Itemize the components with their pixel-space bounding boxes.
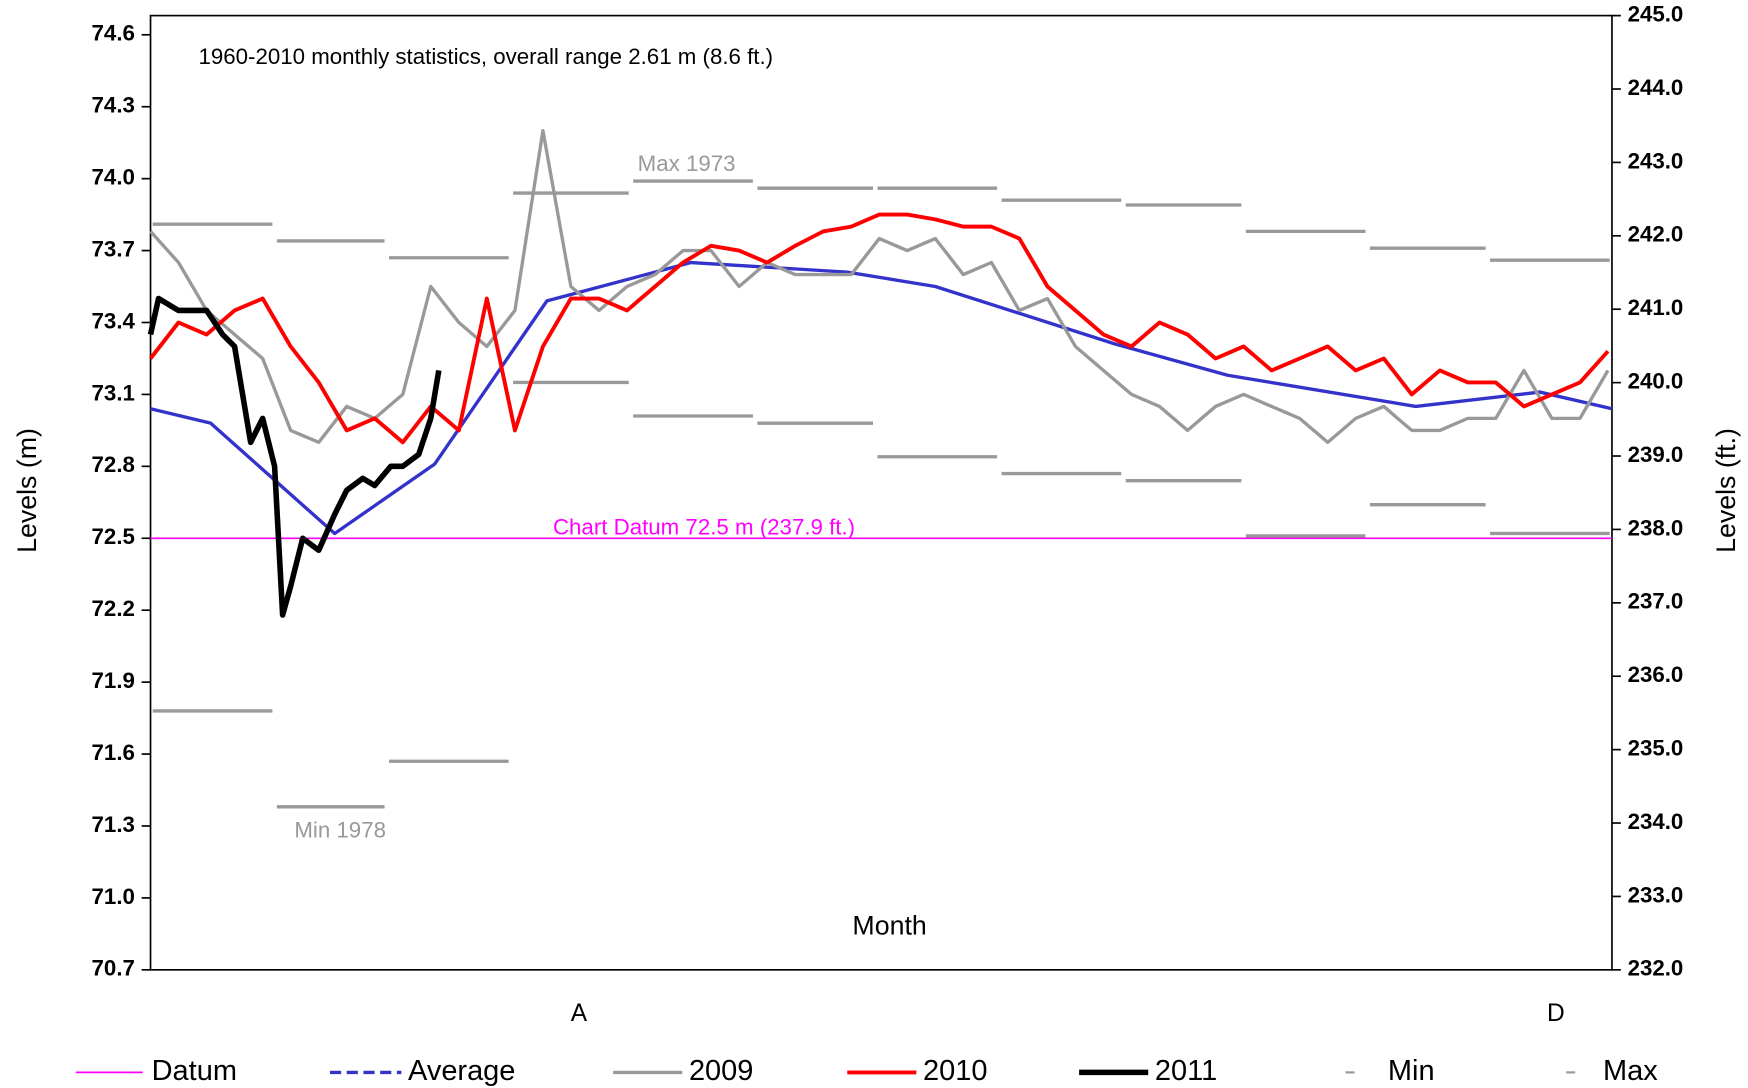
plot-frame [149,14,1613,971]
annotation: Max 1973 [638,151,736,176]
y2-tick-label: 245.0 [1628,1,1684,26]
y-tick-label: 72.5 [92,524,135,549]
legend-label: Min [1388,1055,1435,1087]
x-axis-title: Month [852,911,926,941]
y2-tick-label: 242.0 [1628,222,1684,247]
y2-tick-label: 243.0 [1628,148,1684,173]
y-tick-label: 71.0 [92,884,135,909]
y2-tick-label: 234.0 [1628,809,1684,834]
y-tick-label: 72.2 [92,596,135,621]
x-tick-label: D [1547,1000,1565,1027]
series-line [147,295,442,618]
legend-label: 2009 [689,1055,753,1087]
y2-tick-label: 238.0 [1628,515,1684,540]
y2-tick-label: 244.0 [1628,75,1684,100]
y-tick-label: 74.3 [92,93,135,118]
annotation: Chart Datum 72.5 m (237.9 ft.) [553,514,855,539]
y2-tick-label: 237.0 [1628,589,1684,614]
y-tick-label: 73.7 [92,236,135,261]
y-tick-label: 72.8 [92,452,135,477]
y-tick-label: 74.0 [92,165,135,190]
y-axis-title: Levels (m) [12,428,42,553]
y-tick-label: 71.3 [92,812,135,837]
y2-tick-label: 236.0 [1628,662,1684,687]
y2-tick-label: 239.0 [1628,442,1684,467]
y-tick-label: 73.1 [92,380,135,405]
y2-axis-title: Levels (ft.) [1711,428,1741,553]
x-tick-label: A [571,1000,588,1027]
y2-tick-label: 233.0 [1628,882,1684,907]
legend-label: Average [408,1055,515,1087]
legend-label: 2010 [923,1055,987,1087]
chart-title: 1960-2010 monthly statistics, overall ra… [198,44,773,69]
y-tick-label: 71.9 [92,668,135,693]
series-line [149,128,1610,445]
series-line [150,260,1613,536]
y-tick-label: 70.7 [92,956,135,981]
y2-tick-label: 241.0 [1628,295,1684,320]
y-tick-label: 71.6 [92,740,135,765]
legend-label: Datum [152,1055,237,1087]
legend-label: 2011 [1155,1055,1217,1087]
y2-tick-label: 235.0 [1628,736,1684,761]
legend-label: Max [1603,1055,1658,1087]
y-tick-label: 74.6 [92,21,135,46]
annotation: Min 1978 [294,817,386,842]
series-line [148,212,1610,445]
y2-tick-label: 232.0 [1628,956,1684,981]
y-tick-label: 73.4 [92,308,136,333]
y2-tick-label: 240.0 [1628,369,1684,394]
